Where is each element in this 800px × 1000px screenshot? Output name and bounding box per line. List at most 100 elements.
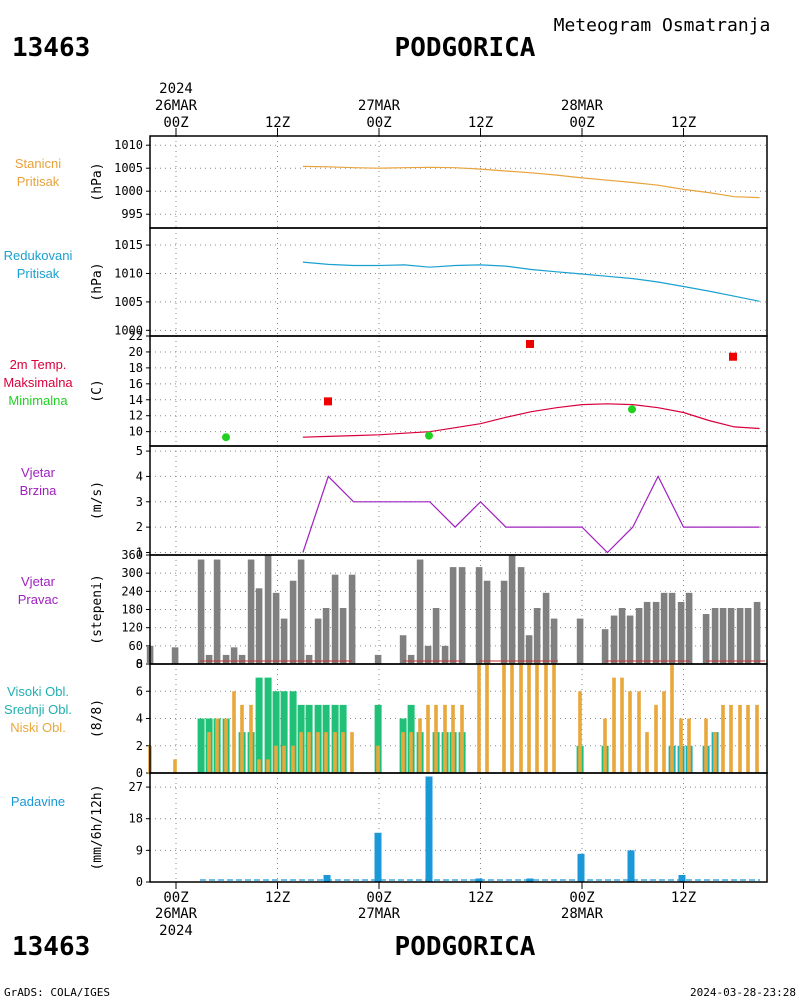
bottom-hour-label: 12Z: [468, 890, 493, 906]
station-id-bottom: 13463: [12, 932, 90, 962]
low-cloud-bar: [266, 759, 270, 773]
panel-frame: [149, 772, 768, 883]
y-tick-label: 1010: [114, 266, 143, 280]
y-tick-label: 0: [136, 657, 143, 671]
low-cloud-bar: [502, 664, 506, 773]
low-cloud-bar: [282, 745, 286, 773]
wind-direction-bar: [458, 567, 466, 664]
wind-direction-bar: [280, 618, 288, 664]
low-cloud-bar: [755, 704, 759, 773]
wind-direction-bar: [305, 654, 313, 664]
wind-direction-bar: [542, 592, 550, 664]
wind-direction-bar: [339, 607, 347, 664]
low-cloud-bar: [527, 664, 531, 773]
panel-label: Vjetar: [21, 465, 56, 480]
y-tick-label: 18: [129, 361, 143, 375]
wind-direction-bar: [197, 559, 205, 664]
panel-label: Redukovani: [4, 248, 73, 263]
panel-frame: [149, 135, 768, 229]
tmin-marker: [628, 405, 636, 414]
low-cloud-bar: [662, 691, 666, 773]
low-cloud-bar: [535, 664, 539, 773]
low-cloud-bar: [645, 732, 649, 773]
y-tick-label: 8: [136, 657, 143, 671]
wind-direction-bar: [576, 618, 584, 664]
y-tick-label: 1000: [114, 184, 143, 198]
y-tick-label: 1015: [114, 238, 143, 252]
wind-direction-bar: [407, 654, 415, 664]
low-cloud-bar: [232, 691, 236, 773]
panel-label: Niski Obl.: [10, 720, 66, 735]
y-tick-label: 4: [136, 469, 143, 483]
y-tick-label: 1000: [114, 323, 143, 337]
y-axis-unit: (stepeni): [90, 574, 105, 644]
y-axis-unit: (m/s): [90, 481, 105, 520]
low-cloud-bar: [544, 664, 548, 773]
y-tick-label: 360: [121, 548, 143, 562]
wind-direction-bar: [475, 567, 483, 664]
mid-cloud-bar: [197, 718, 205, 773]
low-cloud-bar: [738, 704, 742, 773]
low-cloud-bar: [409, 732, 413, 773]
mid-cloud-bar: [289, 691, 297, 773]
y-axis-unit: (C): [90, 379, 105, 402]
y-tick-label: 3: [136, 495, 143, 509]
low-cloud-bar: [350, 732, 354, 773]
low-cloud-bar: [207, 732, 211, 773]
tmax-marker: [526, 339, 534, 348]
wind-direction-bar: [213, 559, 221, 664]
y-tick-label: 1005: [114, 161, 143, 175]
y-tick-label: 2: [136, 520, 143, 534]
low-cloud-bar: [249, 704, 253, 773]
low-cloud-bar: [257, 759, 261, 773]
y-axis-unit: (mm/6h/12h): [90, 784, 105, 870]
y-tick-label: 4: [136, 712, 143, 726]
wind-direction-bar: [753, 601, 761, 664]
low-cloud-bar: [240, 704, 244, 773]
bottom-hour-label: 12Z: [671, 890, 696, 906]
wind-direction-bar: [255, 588, 263, 664]
top-hour-label: 00Z: [163, 115, 188, 131]
wind-direction-bar: [297, 559, 305, 664]
low-cloud-bar: [434, 704, 438, 773]
wind-direction-bar: [618, 607, 626, 664]
wind-direction-bar: [508, 555, 516, 664]
low-cloud-bar: [291, 745, 295, 773]
station-id-top: 13463: [12, 33, 90, 63]
wind-direction-bar: [348, 574, 356, 664]
panel-label: Srednji Obl.: [4, 702, 72, 717]
low-cloud-bar: [510, 664, 514, 773]
top-hour-label: 00Z: [366, 115, 391, 131]
low-cloud-bar: [628, 691, 632, 773]
low-cloud-bar: [552, 664, 556, 773]
precipitation-bar: [577, 853, 585, 882]
wind-direction-bar: [719, 607, 727, 664]
y-tick-label: 18: [129, 812, 143, 826]
low-cloud-bar: [274, 745, 278, 773]
y-tick-label: 10: [129, 425, 143, 439]
y-tick-label: 240: [121, 584, 143, 598]
low-cloud-bar: [173, 759, 177, 773]
wind-direction-bar: [264, 555, 272, 664]
wind-direction-bar: [483, 580, 491, 664]
data-line-reduced-pressure: [302, 261, 760, 302]
low-cloud-bar: [654, 704, 658, 773]
panel-label: Vjetar: [21, 574, 56, 589]
panel-frame: [149, 445, 768, 556]
mid-cloud-bar: [255, 677, 263, 773]
panel-frame: [149, 227, 768, 337]
wind-direction-bar: [424, 645, 432, 664]
low-cloud-bar: [307, 732, 311, 773]
wind-direction-bar: [643, 601, 651, 664]
precipitation-bar: [627, 850, 635, 882]
panel-label: Pritisak: [17, 174, 60, 189]
low-cloud-bar: [519, 664, 523, 773]
wind-direction-bar: [517, 567, 525, 664]
y-tick-label: 12: [129, 409, 143, 423]
y-tick-label: 995: [121, 207, 143, 221]
low-cloud-bar: [679, 718, 683, 773]
top-year-label: 2024: [159, 81, 193, 97]
top-hour-label: 12Z: [671, 115, 696, 131]
tmin-marker: [222, 433, 230, 442]
